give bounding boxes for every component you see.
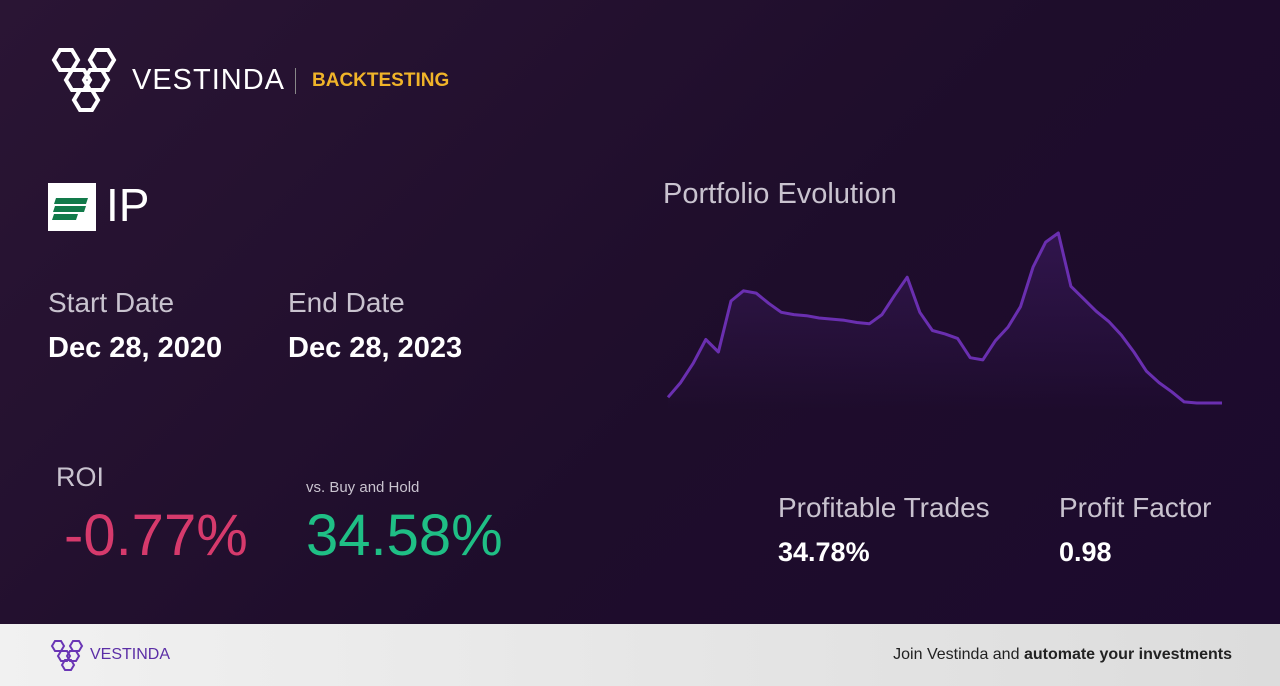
footer-cta: Join Vestinda and automate your investme… (893, 646, 1232, 664)
end-label: End Date (288, 287, 405, 318)
brand-name: VESTINDA (132, 64, 286, 96)
footer-brand: VESTINDA (90, 646, 171, 663)
bh-label: vs. Buy and Hold (306, 479, 420, 496)
sparkline (666, 231, 1222, 410)
footer-logo (50, 640, 84, 671)
area-fill (668, 233, 1222, 410)
pf-value: 0.98 (1059, 537, 1112, 567)
roi-value: -0.77% (64, 503, 248, 568)
end-date: Dec 28, 2023 (288, 332, 463, 364)
footer: VESTINDA Join Vestinda and automate your… (0, 624, 1280, 686)
divider (295, 68, 296, 94)
cta-bold: automate your investments (1023, 646, 1232, 663)
cta-text: Join Vestinda and (893, 646, 1020, 663)
ticker-logo (48, 183, 96, 231)
ticker: IP (106, 179, 150, 231)
portfolio-line (666, 231, 1222, 405)
section-label: BACKTESTING (312, 70, 450, 91)
brand-logo (51, 48, 117, 112)
pf-label: Profit Factor (1059, 492, 1212, 523)
bh-value: 34.58% (306, 503, 503, 568)
roi-label: ROI (56, 462, 105, 492)
chart-title: Portfolio Evolution (663, 178, 897, 210)
pt-value: 34.78% (778, 537, 870, 567)
pt-label: Profitable Trades (778, 492, 990, 523)
start-date: Dec 28, 2020 (48, 332, 223, 364)
start-label: Start Date (48, 287, 175, 318)
